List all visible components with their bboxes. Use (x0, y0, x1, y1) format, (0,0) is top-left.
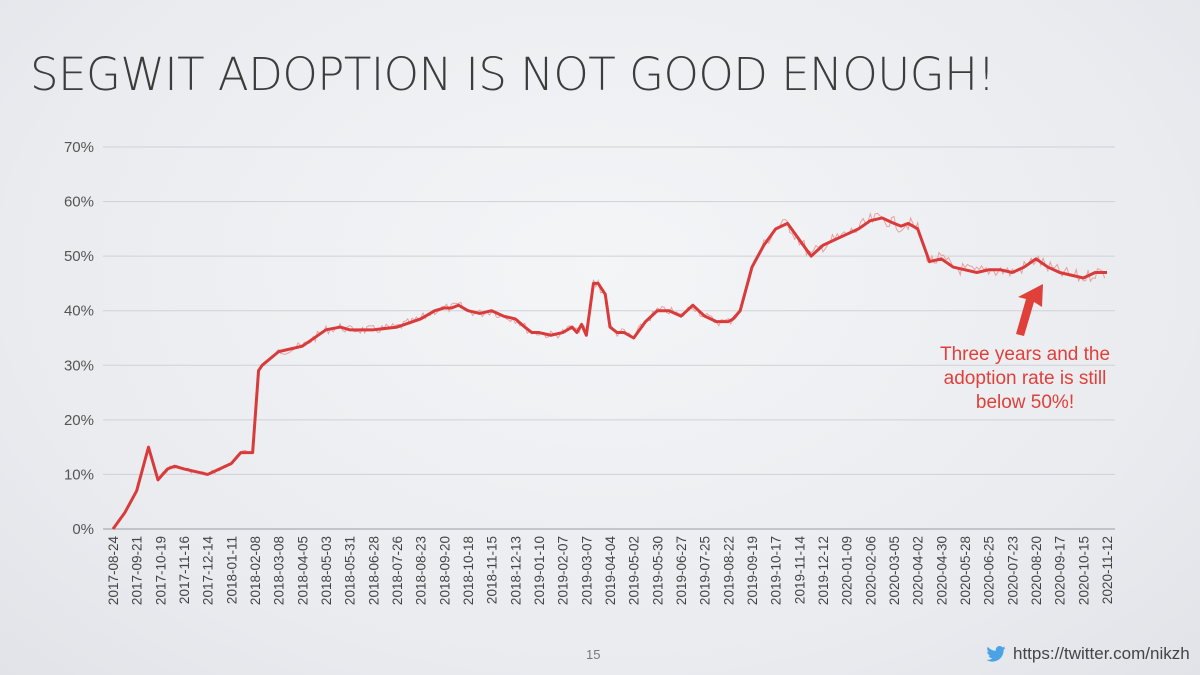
x-tick-label: 2017-11-16 (177, 536, 192, 604)
x-tick-label: 2018-10-18 (461, 536, 476, 605)
x-tick-label: 2020-06-25 (982, 536, 997, 605)
x-axis: 2017-08-24 2017-09-21 2017-10-19 2017-11-16… (106, 536, 1115, 606)
x-tick-label: 2019-11-14 (792, 536, 807, 605)
credit-url[interactable]: https://twitter.com/nikzh (1013, 644, 1190, 663)
x-tick-label: 2018-05-31 (343, 536, 358, 605)
x-tick-label: 2019-10-17 (769, 536, 784, 605)
x-tick-label: 2020-10-15 (1076, 536, 1091, 605)
annotation-line-2: adoption rate is still (943, 368, 1107, 389)
x-tick-label: 2020-11-12 (1100, 536, 1115, 604)
x-tick-label: 2020-04-30 (934, 536, 949, 605)
x-tick-label: 2020-02-06 (863, 536, 878, 605)
y-tick-label: 30% (64, 357, 94, 374)
x-tick-label: 2020-04-02 (911, 536, 926, 605)
x-tick-label: 2019-05-30 (650, 536, 665, 605)
y-tick-label: 0% (72, 521, 94, 538)
x-tick-label: 2018-05-03 (319, 536, 334, 605)
y-tick-label: 20% (64, 412, 94, 429)
annotation-line-1: Three years and the (939, 344, 1111, 365)
x-tick-label: 2018-06-28 (366, 536, 381, 605)
x-tick-label: 2020-07-23 (1005, 536, 1020, 605)
y-tick-label: 70% (64, 139, 94, 156)
twitter-bird-icon (986, 646, 1006, 662)
x-tick-label: 2017-09-21 (130, 536, 145, 605)
x-tick-label: 2017-10-19 (153, 536, 168, 605)
x-tick-label: 2019-07-25 (698, 536, 713, 605)
y-tick-label: 40% (64, 303, 94, 320)
annotation-line-3: below 50%! (975, 392, 1075, 413)
x-tick-label: 2020-03-05 (887, 536, 902, 605)
y-axis: 0% 10% 20% 30% 40% 50% 60% 70% (64, 139, 94, 538)
x-tick-label: 2018-08-23 (414, 536, 429, 605)
x-tick-label: 2019-02-07 (556, 536, 571, 605)
x-tick-label: 2018-01-11 (224, 536, 239, 604)
x-tick-label: 2019-06-27 (674, 536, 689, 605)
x-tick-label: 2020-05-28 (958, 536, 973, 605)
y-tick-label: 50% (64, 248, 94, 265)
x-tick-label: 2019-03-07 (579, 536, 594, 605)
x-tick-label: 2019-12-12 (816, 536, 831, 605)
series-line (111, 216, 1107, 530)
x-tick-label: 2019-08-22 (721, 536, 736, 605)
page-number: 15 (586, 647, 601, 662)
slide-title: SEGWIT ADOPTION IS NOT GOOD ENOUGH! (30, 48, 995, 101)
x-tick-label: 2017-08-24 (106, 536, 121, 606)
x-tick-label: 2018-12-13 (508, 536, 523, 605)
x-tick-label: 2020-08-20 (1029, 536, 1044, 605)
x-tick-label: 2018-07-26 (390, 536, 405, 605)
annotation-text: Three years and the adoption rate is sti… (905, 343, 1145, 415)
y-tick-label: 10% (64, 466, 94, 483)
x-tick-label: 2017-12-14 (201, 536, 216, 606)
x-tick-label: 2019-09-19 (745, 536, 760, 605)
x-tick-label: 2018-02-08 (248, 536, 263, 605)
x-tick-label: 2018-11-15 (485, 536, 500, 604)
annotation-arrow-shape (1016, 284, 1043, 336)
credit[interactable]: https://twitter.com/nikzh (986, 644, 1190, 664)
x-tick-label: 2020-09-17 (1053, 536, 1068, 605)
x-tick-label: 2018-03-08 (272, 536, 287, 605)
annotation-arrow (1016, 284, 1043, 336)
x-tick-label: 2019-05-02 (627, 536, 642, 605)
x-tick-label: 2020-01-09 (840, 536, 855, 605)
x-tick-label: 2019-04-04 (603, 536, 618, 606)
x-tick-label: 2018-04-05 (295, 536, 310, 605)
x-tick-label: 2019-01-10 (532, 536, 547, 605)
y-tick-label: 60% (64, 194, 94, 211)
chart-series (111, 211, 1107, 530)
chart-gridlines (103, 146, 1115, 530)
x-tick-label: 2018-09-20 (437, 536, 452, 605)
